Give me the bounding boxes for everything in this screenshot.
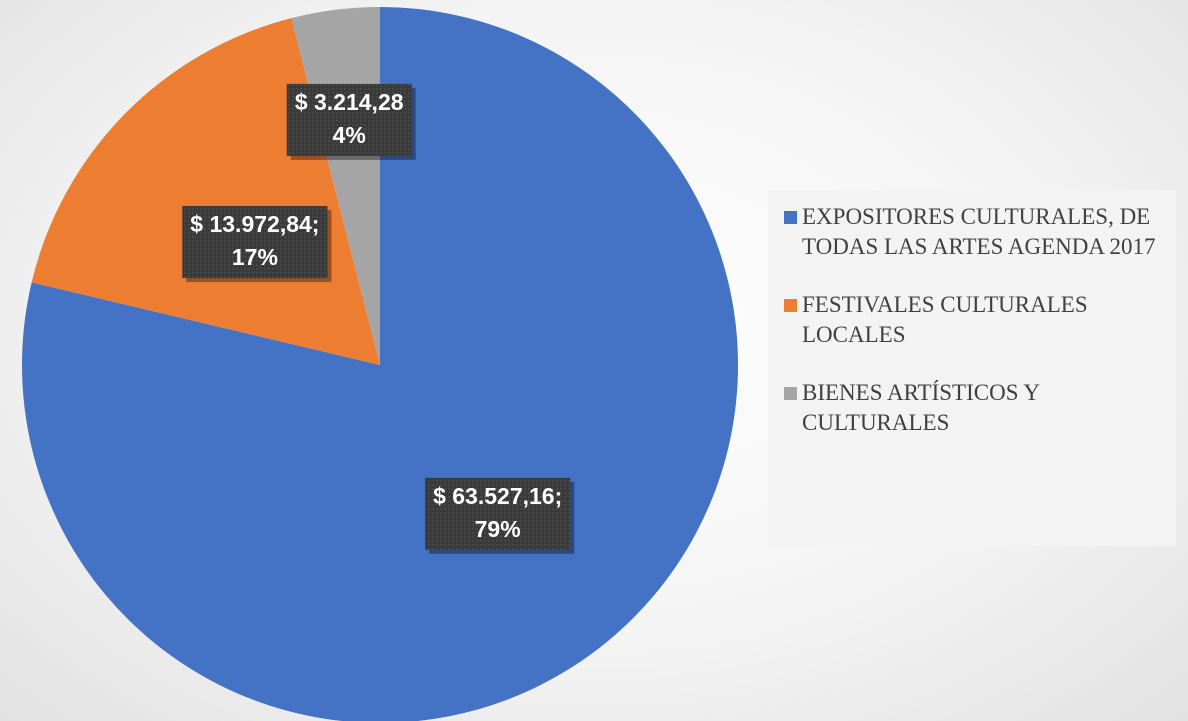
legend-label: FESTIVALES CULTURALES LOCALES: [802, 292, 1088, 347]
chart: $ 63.527,16; 79% $ 13.972,84; 17% $ 3.214,28…: [22, 7, 738, 721]
label-box: [425, 477, 571, 550]
legend-swatch: [784, 387, 797, 400]
legend-label: BIENES ARTÍSTICOS Y CULTURALES: [802, 380, 1040, 435]
legend: EXPOSITORES CULTURALES, DE TODAS LAS ART…: [768, 190, 1176, 546]
legend-swatch: [784, 211, 797, 224]
value-label: $ 3.214,28: [295, 89, 404, 115]
legend-label: EXPOSITORES CULTURALES, DE TODAS LAS ART…: [802, 204, 1156, 259]
legend-item: EXPOSITORES CULTURALES, DE TODAS LAS ART…: [784, 202, 1166, 262]
data-label: $ 63.527,16; 79%: [425, 477, 575, 554]
value-label: $ 63.527,16;: [433, 483, 562, 509]
label-box: [286, 83, 412, 156]
data-label: $ 13.972,84; 17%: [182, 206, 332, 283]
percentage-label: 4%: [333, 122, 366, 148]
value-label: $ 13.972,84;: [190, 211, 319, 237]
label-box: [182, 206, 328, 279]
legend-item: BIENES ARTÍSTICOS Y CULTURALES: [784, 378, 1166, 438]
percentage-label: 17%: [232, 244, 278, 270]
percentage-label: 79%: [475, 516, 521, 542]
legend-item: FESTIVALES CULTURALES LOCALES: [784, 290, 1166, 350]
legend-swatch: [784, 299, 797, 312]
data-label: $ 3.214,28 4%: [286, 83, 416, 160]
